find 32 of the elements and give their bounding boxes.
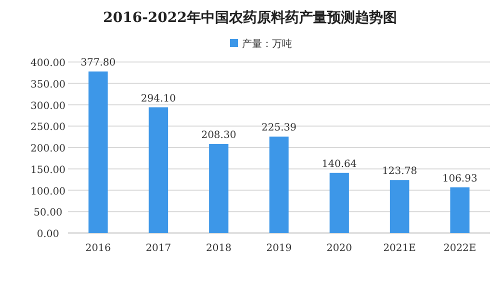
- y-tick-label: 250.00: [30, 122, 66, 134]
- text: 225.39: [262, 122, 296, 134]
- x-tick-label: 2021E: [383, 243, 416, 254]
- text: 208.30: [201, 130, 236, 141]
- bar: [269, 136, 289, 233]
- y-tick-label: 100.00: [30, 186, 66, 198]
- legend-label: 产量：万吨: [242, 38, 292, 50]
- x-tick-label: 2020: [326, 243, 352, 254]
- text: 140.64: [322, 158, 357, 170]
- text: 106.93: [442, 173, 478, 184]
- bar: [450, 187, 470, 233]
- bar: [390, 180, 410, 233]
- bar: [88, 71, 108, 233]
- y-tick-label: 400.00: [30, 58, 66, 69]
- y-tick-label: 300.00: [30, 100, 66, 112]
- x-tick-label: 2016: [85, 243, 111, 254]
- x-tick-label: 2017: [146, 243, 172, 254]
- bar: [209, 144, 228, 233]
- x-tick-label: 2022E: [443, 243, 476, 254]
- y-tick-label: 350.00: [30, 79, 66, 90]
- x-tick-label: 2018: [206, 243, 232, 254]
- bar: [330, 172, 349, 233]
- text: 294.10: [140, 93, 176, 104]
- x-tick-label: 2019: [266, 243, 292, 254]
- y-tick-label: 200.00: [30, 144, 66, 154]
- chart-title: 2016-2022年中国农药原料药产量预测趋势图: [103, 9, 397, 26]
- text: 377.80: [80, 57, 116, 68]
- y-tick-label: 150.00: [30, 164, 66, 176]
- bar: [148, 107, 168, 233]
- y-tick-label: 50.00: [34, 208, 62, 219]
- text: 123.78: [382, 166, 418, 178]
- y-tick-label: 0.00: [36, 229, 60, 240]
